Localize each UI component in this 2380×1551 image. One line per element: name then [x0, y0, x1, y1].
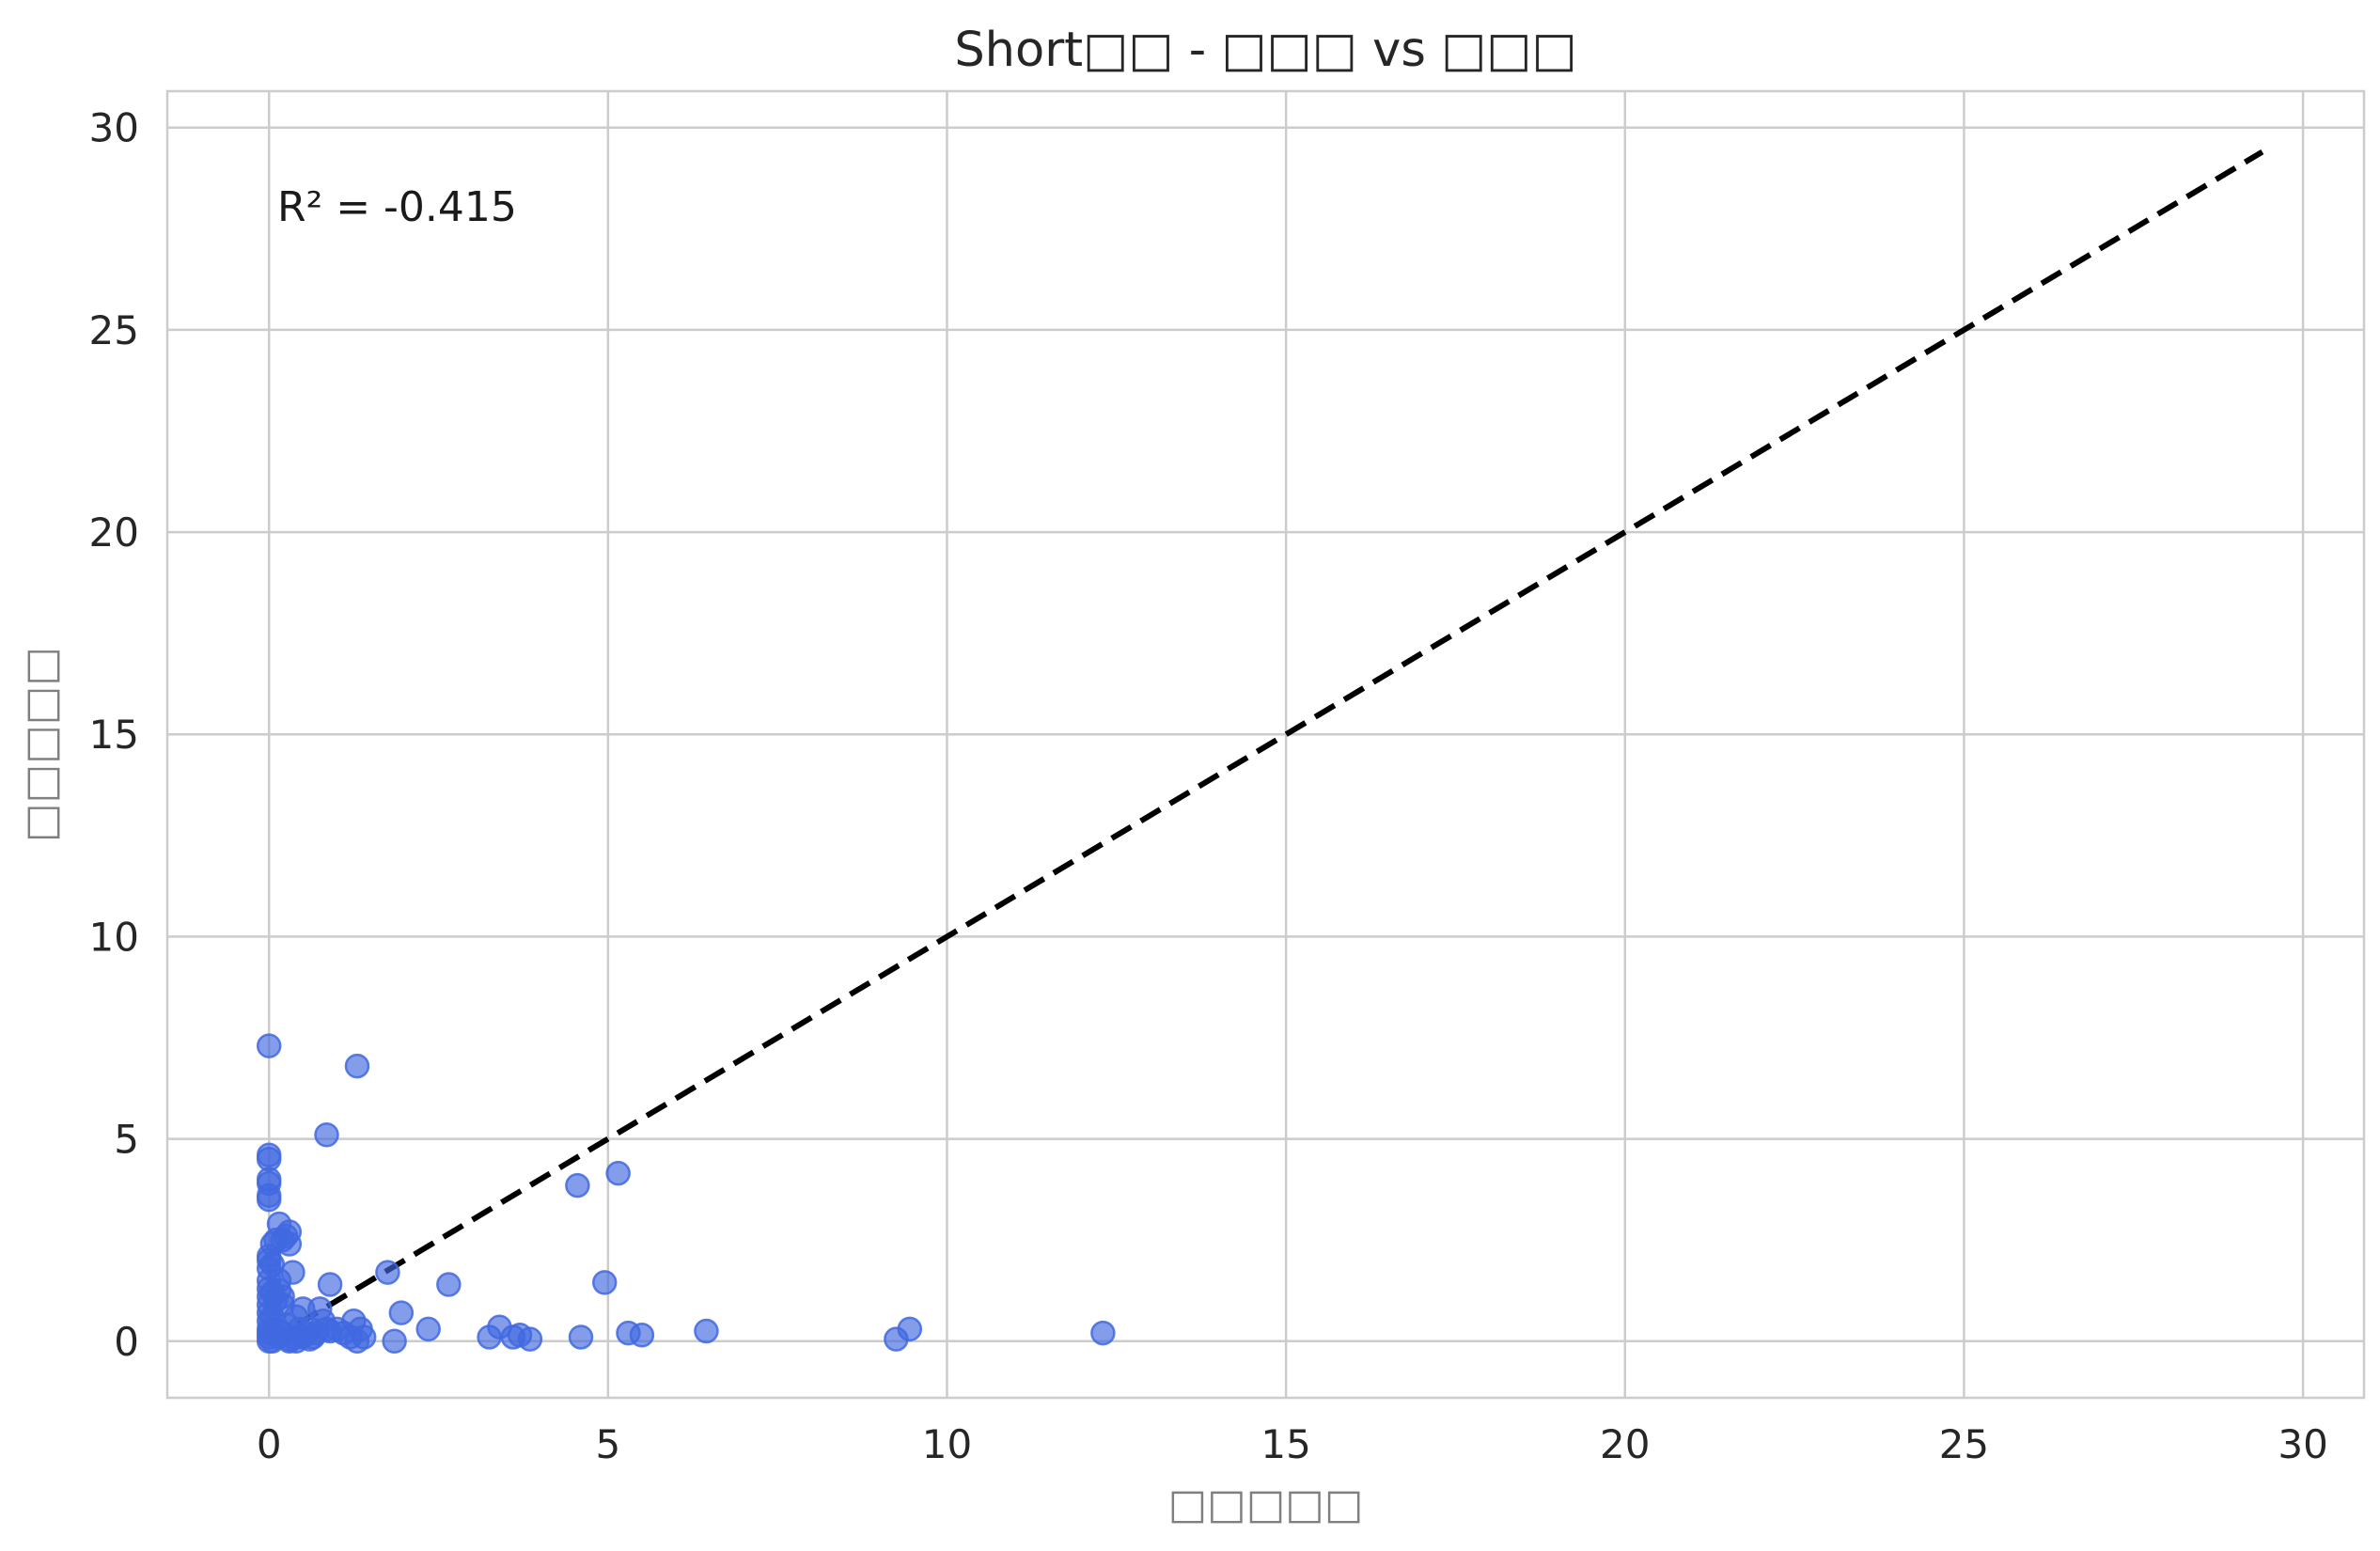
data-point [314, 1122, 339, 1148]
y-tick-label-1: 5 [114, 1117, 139, 1163]
data-point [605, 1160, 631, 1186]
data-point [256, 1033, 282, 1058]
x-tick-label-3: 15 [1260, 1421, 1310, 1467]
data-point [565, 1172, 590, 1198]
data-point [344, 1053, 370, 1079]
data-point [351, 1324, 377, 1350]
data-point [629, 1323, 655, 1348]
data-point [375, 1260, 400, 1285]
data-point [1090, 1320, 1116, 1346]
data-point [897, 1316, 923, 1342]
data-point [317, 1318, 343, 1344]
data-point [256, 1186, 282, 1213]
y-tick-label-2: 10 [89, 914, 139, 960]
data-point [276, 1231, 303, 1257]
data-point [280, 1260, 305, 1285]
x-tick-label-1: 5 [595, 1421, 620, 1467]
data-point [517, 1326, 543, 1352]
y-tick-label-6: 30 [89, 105, 139, 151]
grid [167, 91, 2364, 1398]
data-point [415, 1316, 441, 1342]
x-tick-label-0: 0 [257, 1421, 282, 1467]
tick-labels: 0 5 10 15 20 25 30 0 5 10 15 20 25 30 [89, 105, 2328, 1467]
data-point [591, 1270, 618, 1295]
data-point [694, 1318, 719, 1344]
data-point [382, 1328, 407, 1355]
y-axis-label: □□□□□ [17, 647, 65, 842]
x-axis-label: □□□□□ [1168, 1480, 1364, 1528]
r-squared-annotation: R² = -0.415 [277, 183, 517, 231]
data-point [317, 1272, 343, 1297]
reference-line-layer [267, 149, 2264, 1344]
data-point [388, 1300, 415, 1325]
x-tick-label-2: 10 [922, 1421, 972, 1467]
y-tick-label-0: 0 [114, 1319, 139, 1365]
y-tick-label-4: 20 [89, 509, 139, 556]
scatter-points [256, 1033, 1116, 1355]
x-tick-label-4: 20 [1600, 1421, 1650, 1467]
x-tick-label-5: 25 [1939, 1421, 1989, 1467]
data-point [568, 1324, 594, 1350]
data-point [436, 1272, 462, 1297]
x-tick-label-6: 30 [2278, 1421, 2327, 1467]
plot-frame [165, 89, 2366, 1400]
data-point [270, 1292, 295, 1318]
reference-line [267, 149, 2264, 1344]
chart-title: Short□□ - □□□ vs □□□ [954, 23, 1576, 78]
y-tick-label-3: 15 [89, 712, 139, 758]
y-tick-label-5: 25 [89, 307, 139, 353]
